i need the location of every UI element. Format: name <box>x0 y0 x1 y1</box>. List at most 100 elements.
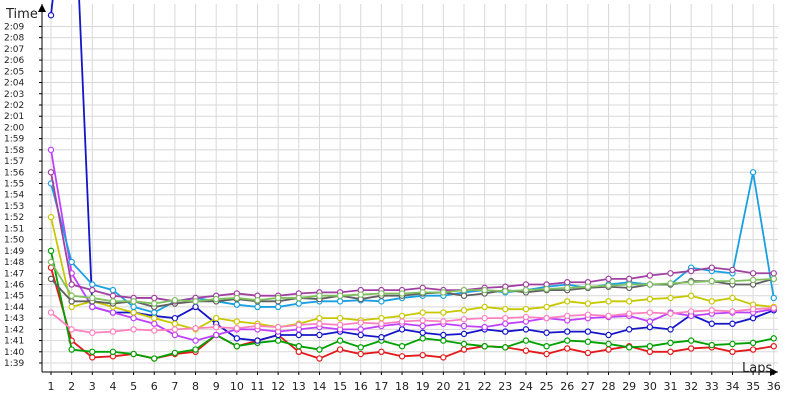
data-point <box>564 337 571 344</box>
y-tick-label: 1:46 <box>4 280 24 290</box>
data-point <box>729 294 736 302</box>
data-point <box>646 281 654 288</box>
x-tick-label: 20 <box>436 380 450 393</box>
data-point <box>233 318 241 325</box>
data-point <box>646 295 654 303</box>
data-point <box>460 322 468 330</box>
y-tick-label: 1:43 <box>4 314 24 324</box>
data-point <box>584 349 592 357</box>
data-point <box>47 247 55 255</box>
data-point <box>336 337 344 344</box>
y-tick-label: 2:05 <box>4 67 24 77</box>
data-point <box>667 270 674 277</box>
data-point <box>626 344 633 351</box>
data-point <box>130 303 137 311</box>
data-point <box>357 319 364 326</box>
data-point <box>626 275 633 283</box>
data-point <box>295 331 302 339</box>
data-point <box>522 313 530 321</box>
x-tick-label: 12 <box>271 380 285 393</box>
x-tick-label: 35 <box>746 380 760 393</box>
data-point <box>770 275 777 283</box>
data-point <box>729 308 736 315</box>
data-point <box>440 309 447 316</box>
y-tick-label: 2:01 <box>4 112 24 122</box>
data-point <box>316 346 323 353</box>
data-point <box>89 329 96 336</box>
data-point <box>316 331 323 339</box>
data-point <box>89 281 96 288</box>
data-point <box>109 348 117 356</box>
x-tick-label: 32 <box>684 380 698 393</box>
data-point <box>543 329 550 336</box>
data-point <box>440 354 447 361</box>
data-point <box>605 331 612 339</box>
data-point <box>68 258 75 266</box>
y-tick-label: 1:44 <box>4 303 24 313</box>
data-point <box>336 298 344 305</box>
x-tick-label: 4 <box>109 380 116 393</box>
data-point <box>667 326 674 333</box>
data-point <box>171 320 179 327</box>
data-point <box>295 321 302 329</box>
data-point <box>68 298 75 305</box>
series-line <box>50 261 774 305</box>
data-point <box>68 346 75 353</box>
x-tick-label: 22 <box>478 380 492 393</box>
data-point <box>502 328 509 335</box>
x-tick-label: 18 <box>395 380 409 393</box>
data-point <box>770 294 777 302</box>
y-tick-label: 1:52 <box>4 213 24 223</box>
data-point <box>419 317 426 324</box>
data-point <box>89 286 96 294</box>
data-point <box>543 285 550 293</box>
data-point <box>543 303 550 311</box>
data-point <box>233 294 241 302</box>
data-point <box>502 305 509 313</box>
x-tick-label: 6 <box>151 380 158 393</box>
data-point <box>626 310 633 317</box>
data-point <box>605 312 612 320</box>
data-point <box>646 272 654 279</box>
x-tick-label: 31 <box>664 380 678 393</box>
data-point <box>130 350 137 358</box>
data-point <box>151 320 158 327</box>
data-point <box>605 275 612 283</box>
data-point <box>254 322 261 330</box>
data-point <box>626 281 633 288</box>
data-point <box>316 355 323 362</box>
data-point <box>336 321 344 329</box>
data-point <box>667 339 674 347</box>
data-point <box>212 295 220 303</box>
data-point <box>274 337 282 344</box>
series-line <box>50 172 774 303</box>
data-point <box>295 348 302 356</box>
data-point <box>336 346 344 353</box>
data-point <box>378 290 385 297</box>
data-point <box>274 294 282 302</box>
data-point <box>130 314 137 322</box>
x-tick-label: 19 <box>416 380 430 393</box>
data-point <box>192 337 199 344</box>
y-tick-label: 1:41 <box>4 337 24 347</box>
y-tick-label: 2:09 <box>4 22 24 32</box>
data-point <box>212 323 220 331</box>
data-point <box>316 292 323 299</box>
y-tick-label: 1:55 <box>4 180 24 190</box>
data-point <box>295 300 302 307</box>
x-tick-label: 15 <box>333 380 347 393</box>
data-point <box>130 298 137 305</box>
data-point <box>109 328 117 335</box>
x-tick-label: 26 <box>560 380 574 393</box>
data-point <box>687 345 695 352</box>
y-tick-label: 1:50 <box>4 236 24 246</box>
x-axis-label: Laps <box>742 361 772 376</box>
data-point <box>708 298 716 305</box>
data-point <box>89 348 96 356</box>
data-point <box>502 314 509 322</box>
data-point <box>192 346 199 353</box>
data-point <box>584 300 592 307</box>
data-point <box>584 311 592 318</box>
y-tick-label: 1:42 <box>4 325 24 335</box>
